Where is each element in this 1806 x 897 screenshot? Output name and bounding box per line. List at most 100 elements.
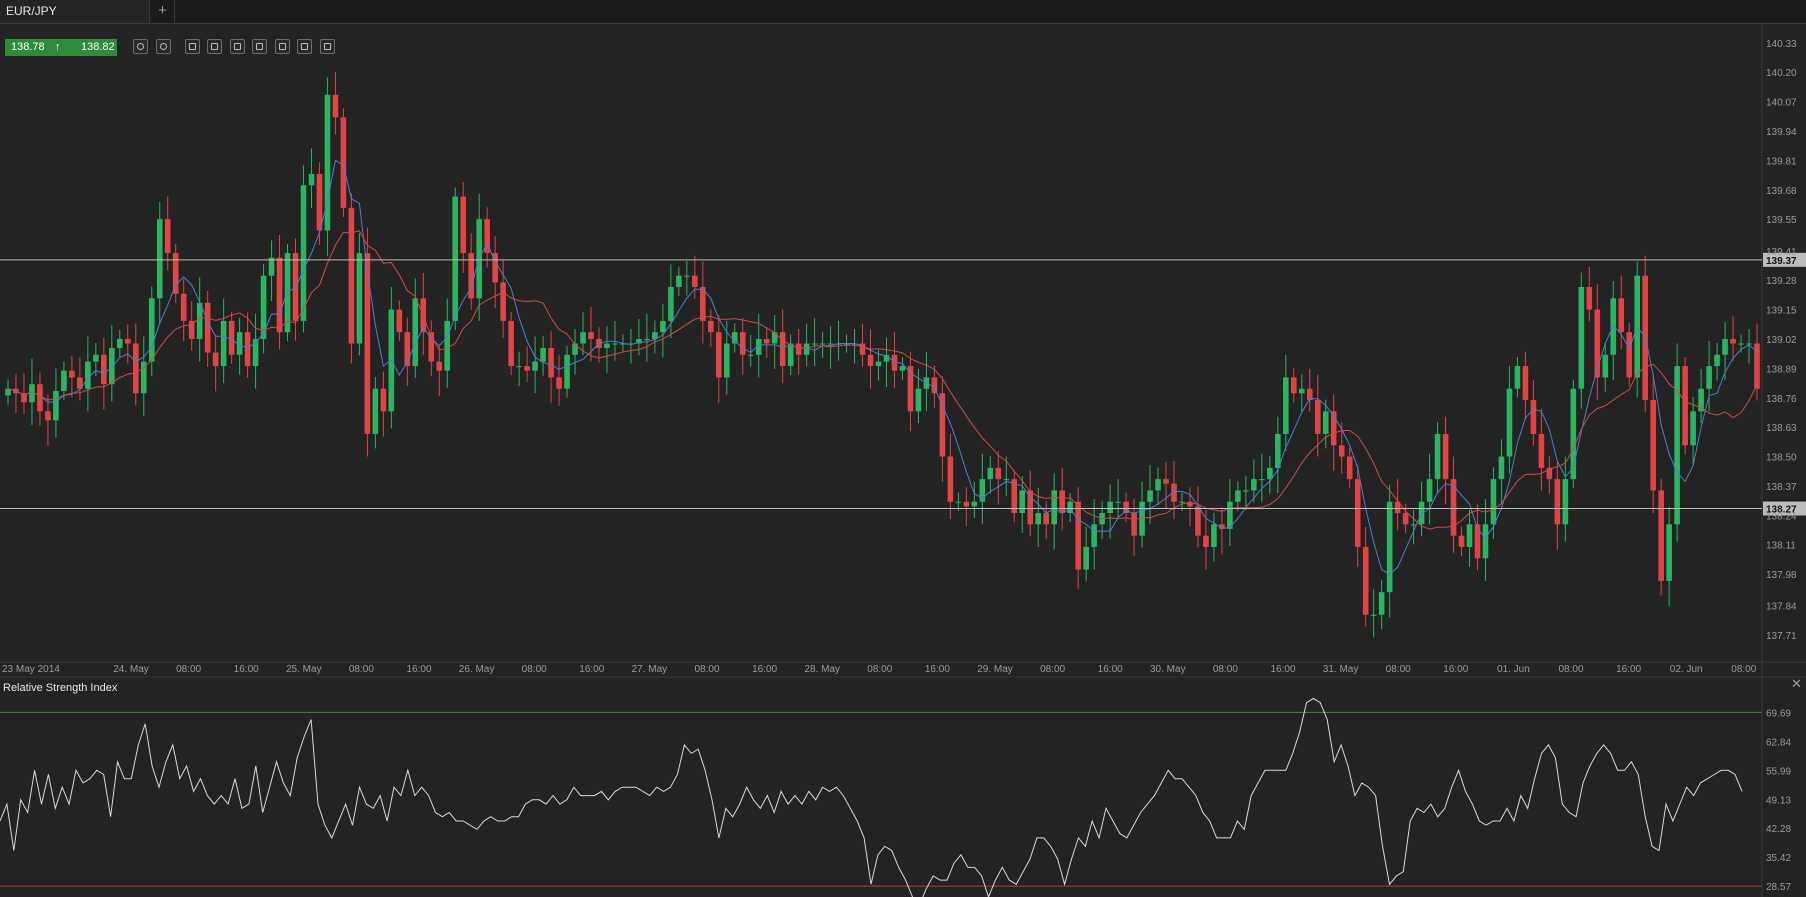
- zoom-in-icon[interactable]: [156, 39, 171, 54]
- rsi-tick-label: 62.84: [1766, 737, 1791, 748]
- candle-body: [1506, 388, 1513, 457]
- candle-body: [324, 94, 331, 231]
- candle-body: [548, 348, 554, 378]
- x-tick-label: 28. May: [804, 664, 840, 675]
- candle-body: [476, 219, 482, 299]
- candle-body: [1386, 501, 1393, 593]
- candle-body: [61, 370, 67, 391]
- candle-body: [380, 388, 387, 412]
- candle-body: [1642, 275, 1648, 401]
- candle-body: [204, 302, 211, 353]
- candle-body: [1570, 388, 1577, 480]
- close-icon[interactable]: ✕: [1791, 676, 1802, 691]
- candle-body: [308, 173, 315, 186]
- candle-body: [1474, 524, 1481, 559]
- copy-icon[interactable]: [297, 39, 312, 54]
- x-tick-label: 24. May: [113, 664, 149, 675]
- candle-body: [939, 393, 946, 457]
- x-tick-label: 08:00: [867, 664, 892, 675]
- candle-body: [1578, 286, 1585, 389]
- candle-body: [404, 332, 411, 367]
- candle-body: [420, 298, 427, 333]
- candle-body: [1498, 456, 1505, 480]
- candle-body: [556, 377, 562, 389]
- candle-body: [1115, 501, 1121, 503]
- draw-line-icon[interactable]: [320, 39, 335, 54]
- candle-body: [1155, 479, 1161, 491]
- candle-body: [1187, 501, 1193, 507]
- ma-fast-line: [7, 159, 1758, 575]
- price-label: 139.37: [1766, 256, 1797, 267]
- candle-body: [1243, 490, 1249, 492]
- candlestick-icon[interactable]: [207, 39, 222, 54]
- y-tick-label: 140.20: [1766, 68, 1797, 79]
- indicators-icon[interactable]: [230, 39, 245, 54]
- candle-body: [1003, 479, 1010, 481]
- candle-body: [588, 332, 594, 339]
- candle-body: [164, 219, 171, 254]
- add-tab-button[interactable]: +: [151, 0, 175, 23]
- candle-body: [1035, 513, 1042, 525]
- candle-body: [1067, 501, 1073, 514]
- candle-body: [779, 332, 786, 367]
- candle-body: [867, 354, 874, 367]
- candle-body: [1139, 501, 1145, 536]
- candle-body: [700, 286, 706, 321]
- candle-body: [915, 388, 922, 412]
- candle-body: [1362, 546, 1369, 615]
- candle-body: [1251, 479, 1257, 491]
- candle-body: [987, 467, 994, 480]
- timeframe-icon[interactable]: [185, 39, 200, 54]
- candle-body: [1426, 479, 1433, 502]
- tab-eurjpy[interactable]: EUR/JPY: [0, 0, 150, 23]
- candle-body: [1346, 456, 1353, 480]
- candle-body: [1602, 354, 1609, 378]
- candle-body: [412, 298, 419, 367]
- candle-body: [947, 456, 954, 502]
- candle-body: [676, 275, 682, 287]
- candle-body: [396, 309, 403, 333]
- candle-body: [1410, 524, 1417, 526]
- candle-body: [316, 173, 323, 231]
- candle-body: [21, 393, 27, 403]
- candle-body: [37, 384, 43, 412]
- candle-body: [628, 343, 634, 345]
- candle-body: [1562, 479, 1569, 525]
- y-tick-label: 139.15: [1766, 306, 1797, 317]
- candle-body: [963, 501, 970, 507]
- y-tick-label: 139.94: [1766, 127, 1797, 138]
- screenshot-icon[interactable]: [275, 39, 290, 54]
- candle-body: [1131, 513, 1137, 536]
- candle-body: [1203, 535, 1209, 547]
- candle-body: [739, 332, 746, 355]
- quote-badge[interactable]: 138.78 ↑ 138.82: [5, 39, 117, 56]
- candle-body: [564, 354, 570, 389]
- x-tick-label: 16:00: [1098, 664, 1123, 675]
- candle-body: [636, 338, 642, 344]
- candle-body: [843, 343, 850, 345]
- candle-body: [1722, 338, 1728, 355]
- x-tick-label: 08:00: [176, 664, 201, 675]
- x-tick-label: 16:00: [406, 664, 431, 675]
- candle-body: [53, 390, 59, 421]
- x-tick-label: 08:00: [349, 664, 374, 675]
- candle-body: [1554, 479, 1561, 525]
- candle-body: [1754, 343, 1760, 389]
- candle-body: [532, 361, 538, 371]
- candle-body: [1354, 479, 1361, 547]
- candle-body: [835, 343, 842, 345]
- candle-body: [196, 302, 203, 339]
- zoom-out-icon[interactable]: [133, 39, 148, 54]
- candle-body: [1267, 467, 1273, 480]
- candle-body: [220, 320, 227, 367]
- candle-body: [540, 348, 546, 362]
- x-tick-label: 31. May: [1323, 664, 1359, 675]
- candle-body: [284, 253, 291, 333]
- y-tick-label: 138.63: [1766, 423, 1797, 434]
- candle-body: [1043, 513, 1050, 525]
- candle-body: [1107, 501, 1113, 514]
- candle-body: [85, 361, 91, 389]
- candle-body: [955, 501, 962, 503]
- settings-icon[interactable]: [252, 39, 267, 54]
